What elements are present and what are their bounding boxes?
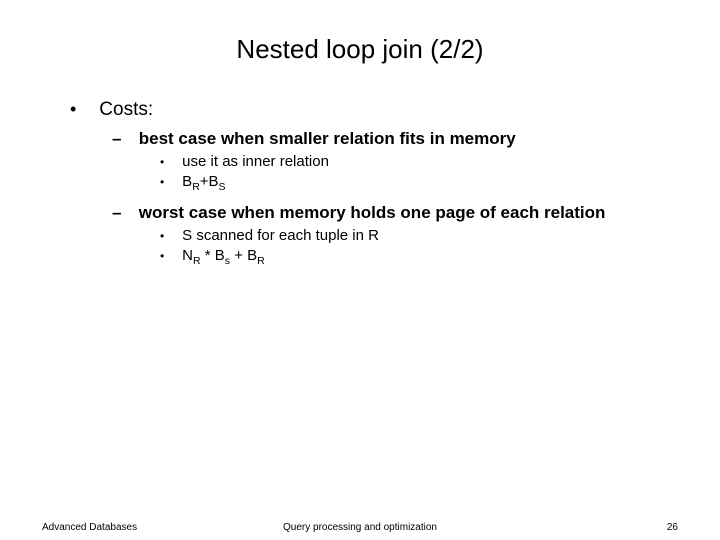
footer-center: Query processing and optimization: [0, 522, 720, 533]
bullet-costs-text: Costs:: [99, 99, 153, 120]
bullet-best-case-text: best case when smaller relation fits in …: [139, 129, 516, 148]
bullet-worst-formula: NR * Bs + BR: [160, 247, 680, 267]
formula-br-bs: BR+BS: [182, 173, 225, 190]
slide: Nested loop join (2/2) Costs: best case …: [0, 0, 720, 540]
bullet-list-level3-worst: S scanned for each tuple in R NR * Bs + …: [160, 227, 680, 267]
bullet-worst-case-text: worst case when memory holds one page of…: [139, 203, 606, 222]
bullet-list-level2: best case when smaller relation fits in …: [112, 129, 680, 267]
bullet-worst-case: worst case when memory holds one page of…: [112, 203, 680, 267]
bullet-costs: Costs: best case when smaller relation f…: [70, 99, 680, 267]
slide-title: Nested loop join (2/2): [40, 34, 680, 65]
bullet-best-case: best case when smaller relation fits in …: [112, 129, 680, 193]
bullet-best-inner: use it as inner relation: [160, 153, 680, 170]
bullet-list-level1: Costs: best case when smaller relation f…: [70, 99, 680, 267]
bullet-worst-scan-text: S scanned for each tuple in R: [182, 227, 379, 244]
formula-nr-bs-br: NR * Bs + BR: [182, 247, 265, 264]
bullet-best-inner-text: use it as inner relation: [182, 153, 329, 170]
bullet-list-level3-best: use it as inner relation BR+BS: [160, 153, 680, 193]
footer-page-number: 26: [667, 522, 678, 533]
bullet-worst-scan: S scanned for each tuple in R: [160, 227, 680, 244]
bullet-best-formula: BR+BS: [160, 173, 680, 193]
